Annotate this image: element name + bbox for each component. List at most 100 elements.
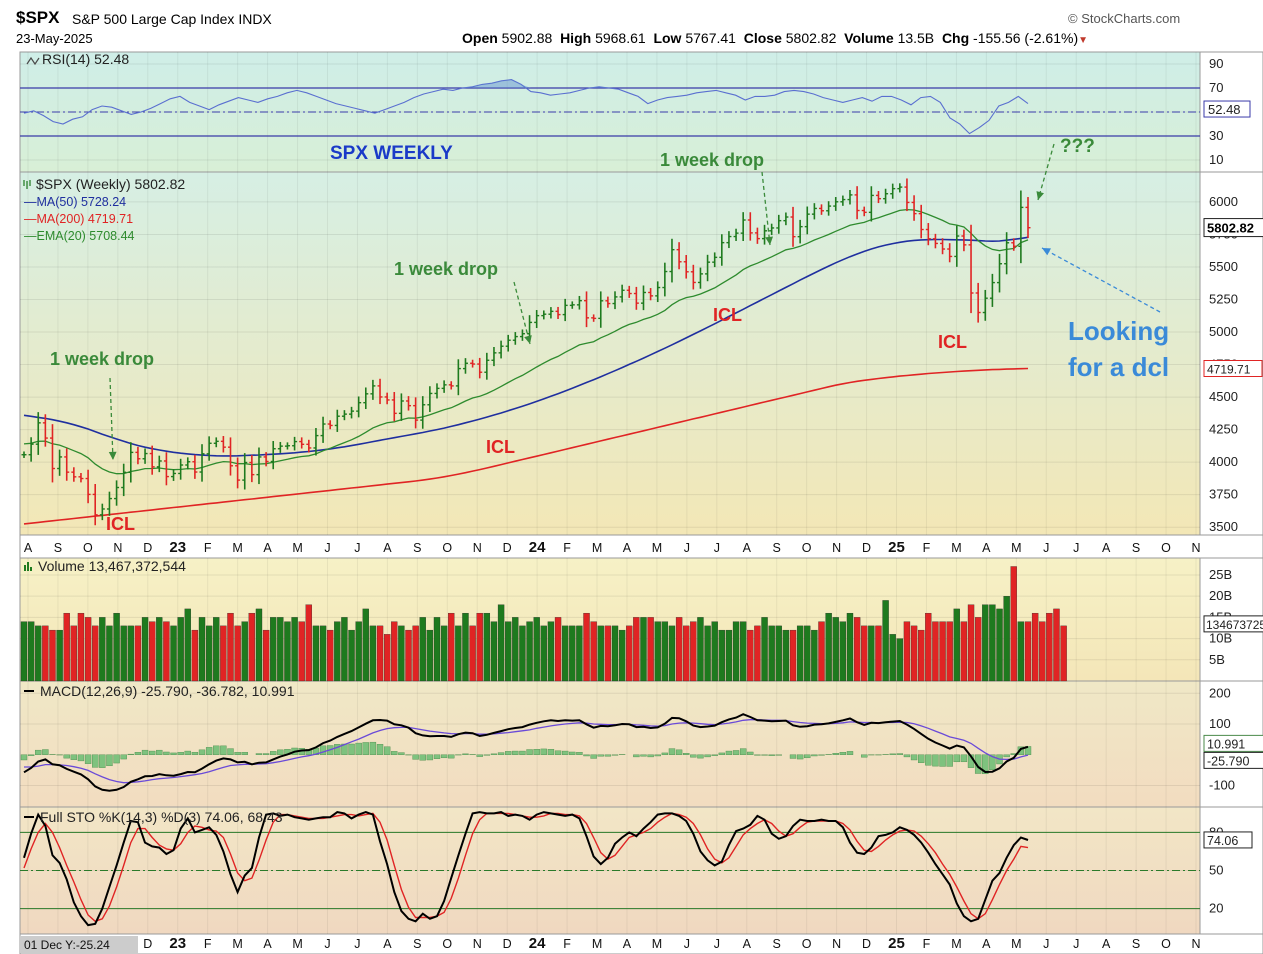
volume-bar bbox=[519, 625, 526, 682]
mid-date-label: N bbox=[1191, 541, 1200, 555]
volume-bar bbox=[1060, 625, 1067, 682]
volume-bar bbox=[690, 621, 697, 682]
mid-date-label: J bbox=[354, 541, 360, 555]
volume-bar bbox=[106, 625, 113, 682]
mid-date-label: 24 bbox=[529, 539, 546, 556]
macd-legend: MACD(12,26,9) -25.790, -36.782, 10.991 bbox=[40, 683, 295, 699]
volume-bar bbox=[561, 625, 569, 682]
sto-last-label: 74.06 bbox=[1207, 834, 1238, 848]
volume-bar bbox=[547, 621, 555, 682]
macd-histogram-bar bbox=[120, 754, 127, 760]
volume-bar bbox=[811, 629, 818, 682]
macd-histogram-bar bbox=[156, 749, 163, 755]
volume-bar bbox=[148, 621, 156, 682]
annotation-label: for a dcl bbox=[1068, 352, 1169, 382]
volume-bar bbox=[697, 617, 704, 682]
mid-date-label: M bbox=[232, 541, 242, 555]
index-title: S&P 500 Large Cap Index bbox=[72, 11, 235, 27]
close-label: Close bbox=[743, 30, 782, 46]
macd-histogram-bar bbox=[939, 754, 946, 767]
bottom-date-label: N bbox=[832, 937, 841, 951]
volume-bar bbox=[134, 625, 142, 682]
volume-bar bbox=[398, 625, 405, 682]
volume-bar bbox=[618, 629, 626, 682]
macd-histogram-bar bbox=[27, 754, 35, 756]
rsi-tick-label: 70 bbox=[1209, 80, 1223, 95]
macd-tick-label: 100 bbox=[1209, 716, 1231, 731]
price-last-box bbox=[1203, 218, 1263, 238]
mid-date-label: S bbox=[54, 541, 62, 555]
volume-bar bbox=[832, 617, 839, 682]
volume-bar bbox=[227, 612, 234, 682]
volume-bar bbox=[355, 621, 362, 682]
mid-date-label: F bbox=[204, 541, 212, 555]
volume-bar bbox=[675, 617, 683, 682]
mid-date-label: O bbox=[1161, 541, 1171, 555]
macd-histogram-bar bbox=[440, 754, 448, 759]
macd-histogram-bar bbox=[839, 752, 847, 755]
macd-histogram-bar bbox=[134, 752, 142, 755]
macd-line bbox=[23, 713, 1029, 792]
volume-tick-label: 10B bbox=[1209, 631, 1232, 646]
macd-histogram-bar bbox=[398, 752, 405, 755]
volume-bar bbox=[989, 604, 996, 682]
bottom-date-label: S bbox=[1132, 937, 1140, 951]
volume-bar bbox=[740, 621, 747, 682]
volume-bar bbox=[918, 629, 925, 682]
macd-histogram-bar bbox=[932, 754, 939, 767]
macd-histogram-bar bbox=[106, 754, 113, 767]
macd-histogram-bar bbox=[732, 750, 740, 755]
macd-last-box bbox=[1203, 751, 1263, 769]
volume-bar bbox=[248, 612, 256, 682]
volume-bar bbox=[426, 629, 434, 682]
volume-bar bbox=[611, 625, 619, 682]
annotation-arrow-head bbox=[765, 236, 774, 245]
annotation-label: ICL bbox=[713, 305, 742, 325]
bottom-date-label: D bbox=[143, 937, 152, 951]
ma200-last-label: 4719.71 bbox=[1207, 363, 1251, 377]
macd-histogram-bar bbox=[725, 750, 733, 755]
price-legend-item: —EMA(20) 5708.44 bbox=[24, 229, 135, 243]
annotation-arrow-head bbox=[1036, 191, 1044, 200]
sto-k-line bbox=[23, 811, 1029, 927]
macd-histogram-bar bbox=[811, 754, 818, 757]
volume-bar bbox=[1003, 596, 1010, 682]
volume-bar bbox=[49, 629, 56, 682]
open-value: 5902.88 bbox=[501, 30, 553, 46]
sto-axis-area bbox=[1199, 806, 1263, 935]
mid-date-label: M bbox=[1011, 541, 1021, 555]
bottom-date-label: J bbox=[1043, 937, 1049, 951]
volume-bar bbox=[440, 625, 448, 682]
ohlc-readout: Open 5902.88 High 5968.61 Low 5767.41 Cl… bbox=[462, 30, 1088, 46]
volume-bar bbox=[825, 612, 832, 682]
exchange: INDX bbox=[238, 11, 272, 27]
brand-logo[interactable]: © StockCharts.com bbox=[1068, 11, 1181, 26]
volume-bar bbox=[1010, 566, 1017, 682]
volume-bar bbox=[597, 625, 604, 682]
macd-histogram-bar bbox=[163, 751, 170, 755]
price-tick-label: 5000 bbox=[1209, 324, 1238, 339]
macd-histogram-bar bbox=[896, 753, 904, 755]
high-label: High bbox=[560, 30, 592, 46]
macd-histogram-bar bbox=[391, 751, 398, 755]
macd-histogram-bar bbox=[982, 754, 989, 775]
volume-bar bbox=[932, 621, 939, 682]
ma200-line bbox=[23, 367, 1029, 525]
bottom-date-label: A bbox=[1102, 937, 1111, 951]
volume-bar bbox=[818, 621, 825, 682]
volume-bar bbox=[262, 629, 270, 682]
bottom-date-label: J bbox=[684, 937, 690, 951]
macd-histogram-bar bbox=[483, 754, 491, 756]
macd-histogram-bar bbox=[768, 754, 775, 756]
macd-histogram-bar bbox=[889, 753, 896, 755]
low-value: 5767.41 bbox=[685, 30, 736, 46]
price-tick-label: 4500 bbox=[1209, 389, 1238, 404]
bottom-date-label: J bbox=[324, 937, 330, 951]
volume-bar bbox=[234, 625, 241, 682]
macd-histogram-bar bbox=[255, 753, 263, 755]
volume-bar bbox=[369, 625, 377, 682]
annotation-arrow bbox=[513, 281, 531, 345]
volume-bar bbox=[761, 617, 768, 682]
price-legend-item: —MA(50) 5728.24 bbox=[24, 195, 126, 209]
macd-histogram-bar bbox=[412, 754, 419, 760]
